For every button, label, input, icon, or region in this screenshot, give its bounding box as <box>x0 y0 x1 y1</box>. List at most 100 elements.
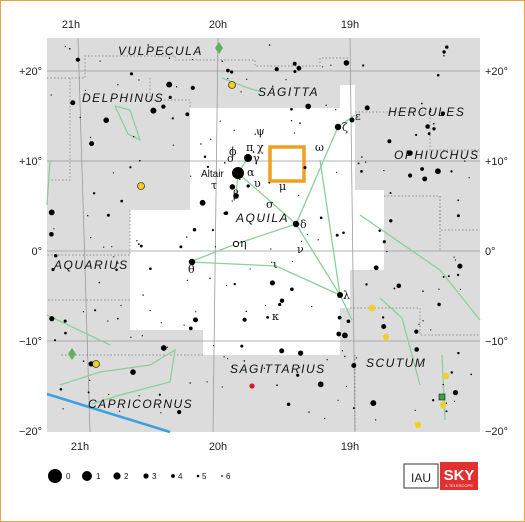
background-star <box>99 60 101 62</box>
background-star <box>113 256 115 258</box>
background-star <box>70 100 76 106</box>
background-star <box>189 382 191 384</box>
background-star <box>432 127 436 131</box>
background-star <box>263 367 266 369</box>
background-star <box>190 85 195 90</box>
legend-dot-3 <box>143 473 149 479</box>
ecliptic <box>46 392 171 434</box>
background-star <box>365 283 368 286</box>
background-star <box>48 209 55 216</box>
background-star <box>190 175 192 177</box>
background-star <box>442 50 446 54</box>
background-star <box>161 104 166 109</box>
background-star <box>407 150 413 156</box>
background-star <box>346 319 351 324</box>
background-star <box>214 246 217 248</box>
label-delphinus: DELPHINUS <box>82 91 164 105</box>
legend-dot-1 <box>82 471 92 481</box>
background-star <box>209 277 211 280</box>
label-psi: ψ <box>256 125 265 138</box>
background-star <box>422 320 424 322</box>
background-star <box>50 94 52 96</box>
background-star <box>142 294 144 296</box>
background-star <box>445 410 448 413</box>
background-star <box>360 170 363 173</box>
background-star <box>336 331 342 337</box>
background-star <box>437 302 441 307</box>
background-star <box>62 408 64 410</box>
background-star <box>445 45 449 49</box>
background-star <box>59 388 63 391</box>
highlight-box <box>268 145 306 183</box>
background-star <box>108 393 110 396</box>
background-star <box>317 239 319 241</box>
label-gamma: γ <box>253 152 260 165</box>
background-star <box>389 219 393 223</box>
background-star <box>188 326 193 331</box>
telescope-logo-text: & TELESCOPE <box>445 483 473 488</box>
background-star <box>291 260 293 263</box>
magnitude-legend: 0 1 2 3 4 5 6 <box>48 469 231 483</box>
label-delta: δ <box>300 218 307 231</box>
background-star <box>442 275 445 278</box>
background-star <box>139 159 141 162</box>
background-star <box>270 248 272 250</box>
background-star <box>453 400 456 402</box>
background-star <box>221 386 223 388</box>
background-star <box>240 344 244 348</box>
star-gamma <box>244 154 252 162</box>
background-star <box>335 109 337 111</box>
sky-logo-text: SKY <box>444 467 475 484</box>
background-star <box>269 280 275 286</box>
background-star <box>224 211 229 215</box>
label-zeta: ζ <box>342 121 348 134</box>
label-omega: ω <box>315 141 324 154</box>
background-star <box>438 288 440 290</box>
background-star <box>252 151 255 153</box>
label-omicron: ο <box>227 152 234 165</box>
label-ophiuchus: OPHIUCHUS <box>394 148 480 162</box>
ra-label-21h-bottom: 21h <box>71 441 89 453</box>
background-star <box>246 78 248 81</box>
background-star <box>299 367 301 369</box>
label-altair: Altair <box>201 169 224 180</box>
background-star <box>389 192 392 194</box>
label-capricornus: CAPRICORNUS <box>88 397 193 411</box>
background-star <box>49 316 55 322</box>
background-star <box>49 231 54 237</box>
background-star <box>106 213 110 217</box>
background-star <box>268 44 271 46</box>
background-star <box>452 390 459 396</box>
background-star <box>326 359 328 361</box>
background-star <box>393 287 396 290</box>
background-star <box>306 233 309 236</box>
yellow-object-delphinus <box>137 182 145 190</box>
background-star <box>271 261 273 263</box>
background-star <box>285 79 287 81</box>
yellow-object-scutum4 <box>439 401 447 409</box>
background-star <box>383 169 385 172</box>
background-star <box>373 265 379 271</box>
dec-label-plus10-right: +10° <box>485 156 508 168</box>
ra-label-21h: 21h <box>62 19 80 31</box>
background-star <box>365 161 367 163</box>
background-star <box>408 173 413 178</box>
background-star <box>355 357 358 359</box>
background-star <box>130 336 132 338</box>
iau-logo-text: IAU <box>411 471 431 485</box>
background-star <box>259 219 261 221</box>
background-star <box>192 228 197 232</box>
background-star <box>137 243 140 246</box>
background-star <box>341 350 344 352</box>
background-star <box>115 268 118 271</box>
background-star <box>64 331 67 335</box>
background-star <box>362 64 365 67</box>
background-star <box>229 184 236 190</box>
ra-label-19h: 19h <box>341 19 359 31</box>
background-star <box>90 236 92 239</box>
background-star <box>297 350 304 356</box>
background-star <box>177 410 182 415</box>
background-star <box>243 360 246 362</box>
background-star <box>381 316 385 319</box>
dec-label-zero-left: 0° <box>31 246 42 258</box>
